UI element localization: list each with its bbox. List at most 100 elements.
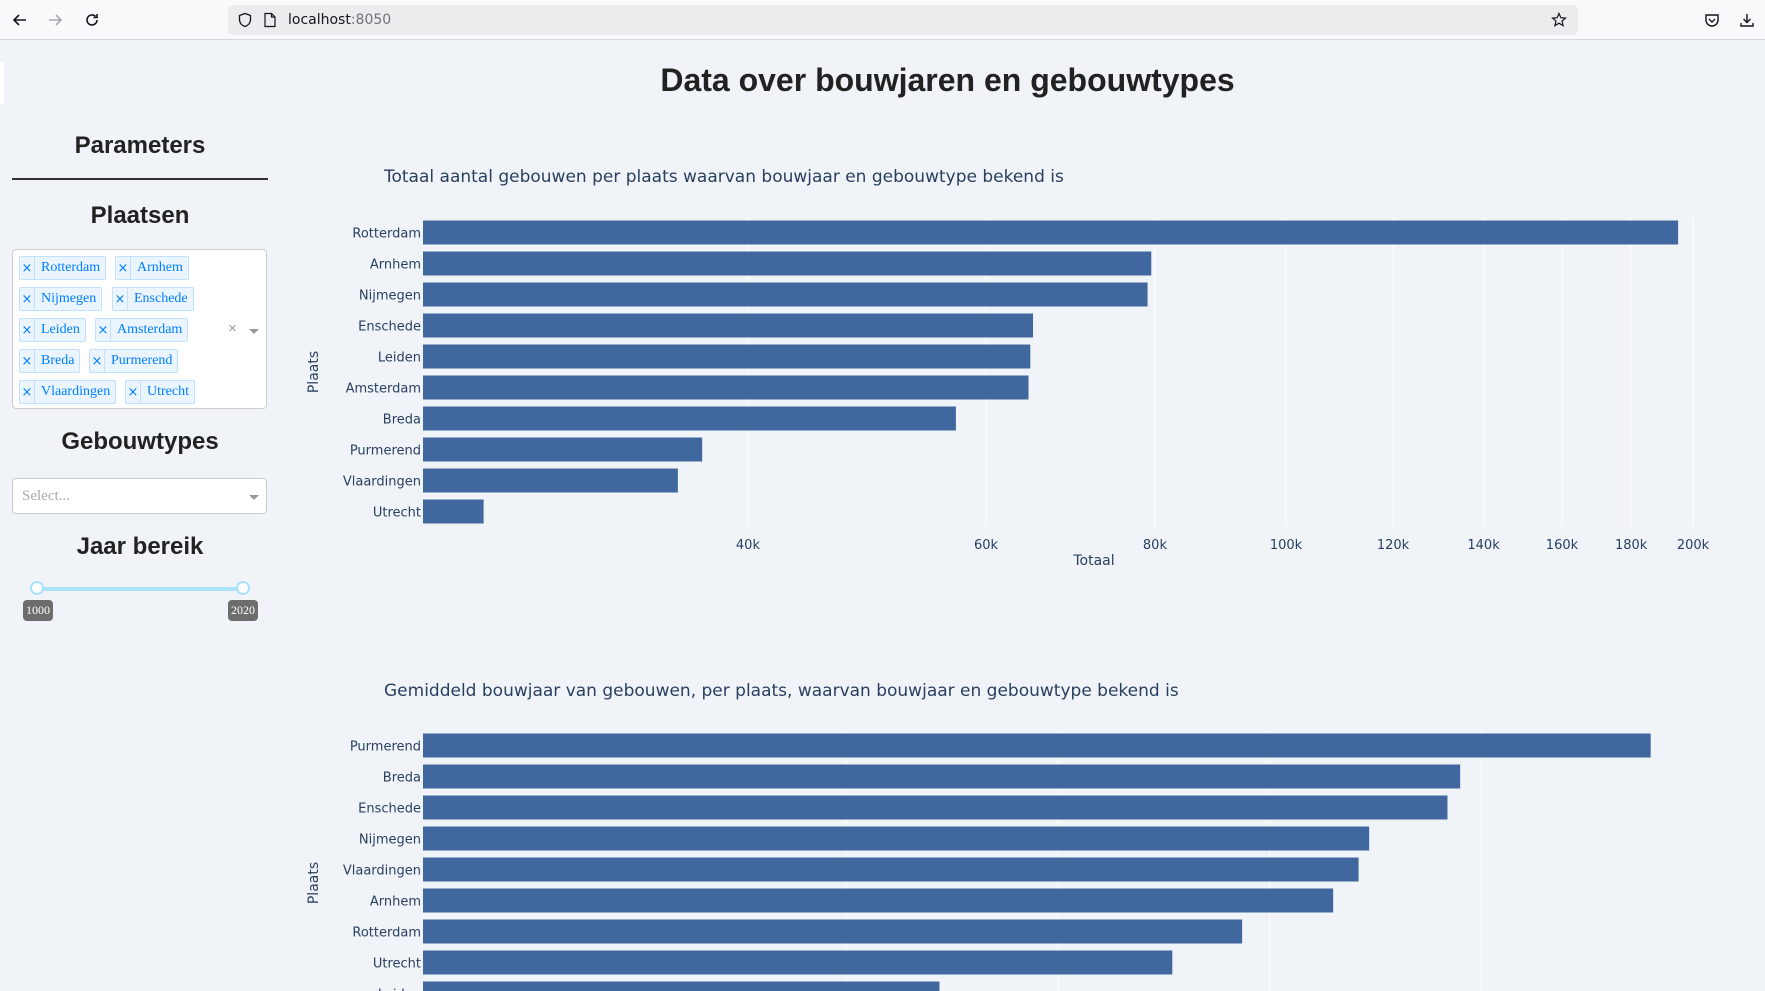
bar	[423, 406, 956, 431]
address-bar[interactable]: localhost:8050	[228, 5, 1578, 35]
tag-remove-icon[interactable]: ×	[20, 257, 35, 279]
types-placeholder: Select...	[22, 488, 70, 504]
bar	[423, 795, 1448, 820]
y-tick-label: Purmerend	[350, 740, 421, 755]
y-tick-label: Utrecht	[373, 506, 421, 521]
year-range-track[interactable]	[37, 587, 243, 591]
bar	[423, 499, 484, 524]
x-tick-label: 120k	[1377, 538, 1410, 553]
page-edge	[0, 62, 4, 104]
bar	[423, 888, 1334, 913]
y-tick-label: Purmerend	[350, 444, 421, 459]
page-title: Data over bouwjaren en gebouwtypes	[660, 62, 1235, 98]
shield-icon[interactable]	[236, 11, 254, 29]
x-tick-label: 180k	[1615, 538, 1648, 553]
bar	[423, 251, 1152, 276]
chevron-down-icon[interactable]	[249, 329, 259, 334]
bar	[423, 344, 1031, 369]
bar	[423, 919, 1243, 944]
y-tick-label: Leiden	[378, 988, 421, 991]
x-tick-label: 140k	[1467, 538, 1500, 553]
tag-label: Purmerend	[111, 353, 173, 368]
tag-label: Arnhem	[137, 260, 183, 275]
y-tick-label: Rotterdam	[352, 227, 421, 242]
tag-amsterdam[interactable]: × Amsterdam	[95, 318, 189, 342]
avg-year-chart: Purmerend Breda Enschede Nijmegen Vlaardinge…	[306, 730, 1651, 991]
tag-purmerend[interactable]: × Purmerend	[89, 349, 179, 373]
tag-vlaardingen[interactable]: × Vlaardingen	[19, 380, 117, 404]
y-tick-label: Arnhem	[370, 895, 421, 910]
types-select[interactable]: Select...	[12, 478, 267, 514]
y-tick-label: Leiden	[378, 351, 421, 366]
tag-remove-icon[interactable]: ×	[20, 288, 35, 310]
chart1-title: Totaal aantal gebouwen per plaats waarva…	[384, 167, 1064, 187]
bar	[423, 313, 1034, 338]
url-port: :8050	[350, 12, 392, 28]
back-arrow-icon[interactable]	[9, 9, 31, 31]
bar	[423, 826, 1370, 851]
bar	[423, 857, 1359, 882]
y-tick-label: Rotterdam	[352, 926, 421, 941]
browser-toolbar: localhost:8050	[0, 0, 1765, 40]
year-min-handle[interactable]	[30, 581, 44, 595]
tag-label: Leiden	[41, 322, 80, 337]
bar	[423, 220, 1679, 245]
tag-utrecht[interactable]: × Utrecht	[125, 380, 195, 404]
tag-remove-icon[interactable]: ×	[96, 319, 111, 341]
tag-label: Amsterdam	[117, 322, 183, 337]
tag-remove-icon[interactable]: ×	[116, 257, 131, 279]
tag-breda[interactable]: × Breda	[19, 349, 81, 373]
tag-remove-icon[interactable]: ×	[20, 381, 35, 403]
page-icon[interactable]	[261, 11, 279, 29]
x-tick-label: 200k	[1677, 538, 1710, 553]
x-tick-label: 40k	[736, 538, 761, 553]
bookmark-star-icon[interactable]	[1550, 11, 1568, 29]
tag-arnhem[interactable]: × Arnhem	[115, 256, 189, 280]
tag-label: Vlaardingen	[41, 384, 111, 399]
chevron-down-icon[interactable]	[249, 495, 259, 500]
bar	[423, 437, 703, 462]
tag-remove-icon[interactable]: ×	[20, 350, 35, 372]
x-tick-label: 80k	[1143, 538, 1168, 553]
tag-label: Nijmegen	[41, 291, 97, 306]
clear-all-icon[interactable]: ×	[228, 320, 237, 337]
bar	[423, 733, 1651, 758]
y-tick-label: Enschede	[358, 802, 421, 817]
y-axis-title: Plaats	[306, 862, 322, 904]
tag-label: Breda	[41, 353, 75, 368]
forward-arrow-icon[interactable]	[44, 9, 66, 31]
tag-nijmegen[interactable]: × Nijmegen	[19, 287, 103, 311]
bar	[423, 981, 940, 991]
url-host: localhost	[288, 12, 351, 28]
year-max-handle[interactable]	[236, 581, 250, 595]
y-tick-label: Utrecht	[373, 957, 421, 972]
pocket-icon[interactable]	[1701, 9, 1723, 31]
url-text: localhost:8050	[288, 12, 391, 28]
y-tick-label: Breda	[383, 413, 421, 428]
tag-leiden[interactable]: × Leiden	[19, 318, 86, 342]
y-tick-label: Vlaardingen	[343, 475, 421, 490]
y-tick-label: Amsterdam	[346, 382, 421, 397]
download-icon[interactable]	[1736, 9, 1758, 31]
x-tick-label: 160k	[1546, 538, 1579, 553]
x-axis-title: Totaal	[1072, 553, 1114, 569]
x-tick-label: 100k	[1270, 538, 1303, 553]
tag-label: Utrecht	[147, 384, 189, 399]
tag-remove-icon[interactable]: ×	[126, 381, 141, 403]
x-tick-label: 60k	[974, 538, 999, 553]
tag-remove-icon[interactable]: ×	[90, 350, 105, 372]
tag-rotterdam[interactable]: × Rotterdam	[19, 256, 107, 280]
chart2-title: Gemiddeld bouwjaar van gebouwen, per pla…	[384, 681, 1179, 701]
y-tick-label: Enschede	[358, 320, 421, 335]
tag-remove-icon[interactable]: ×	[20, 319, 35, 341]
year-heading: Jaar bereik	[76, 533, 204, 560]
tag-label: Rotterdam	[41, 260, 101, 275]
year-min-tooltip: 1000	[23, 600, 53, 621]
year-max-tooltip: 2020	[228, 600, 258, 621]
types-heading: Gebouwtypes	[61, 428, 219, 455]
tag-remove-icon[interactable]: ×	[113, 288, 128, 310]
places-multiselect[interactable]: × Rotterdam × Arnhem × Nijmegen × Ensche…	[12, 249, 267, 409]
y-tick-label: Nijmegen	[359, 833, 421, 848]
reload-icon[interactable]	[81, 9, 103, 31]
tag-enschede[interactable]: × Enschede	[112, 287, 194, 311]
